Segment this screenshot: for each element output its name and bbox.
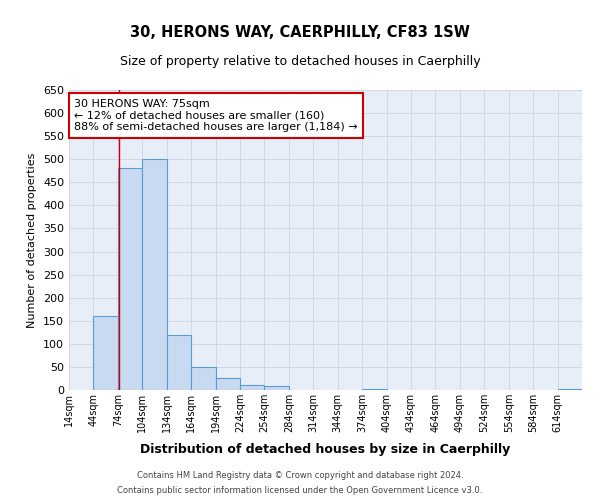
Bar <box>94 316 118 390</box>
X-axis label: Distribution of detached houses by size in Caerphilly: Distribution of detached houses by size … <box>140 444 511 456</box>
Bar <box>167 334 191 390</box>
Bar <box>215 378 240 390</box>
Bar <box>557 388 582 390</box>
Bar <box>265 386 289 390</box>
Text: Contains HM Land Registry data © Crown copyright and database right 2024.: Contains HM Land Registry data © Crown c… <box>137 471 463 480</box>
Bar <box>191 367 215 390</box>
Bar <box>142 159 167 390</box>
Text: 30 HERONS WAY: 75sqm
← 12% of detached houses are smaller (160)
88% of semi-deta: 30 HERONS WAY: 75sqm ← 12% of detached h… <box>74 99 358 132</box>
Bar <box>240 386 265 390</box>
Bar <box>362 388 386 390</box>
Text: Size of property relative to detached houses in Caerphilly: Size of property relative to detached ho… <box>119 55 481 68</box>
Y-axis label: Number of detached properties: Number of detached properties <box>28 152 37 328</box>
Text: 30, HERONS WAY, CAERPHILLY, CF83 1SW: 30, HERONS WAY, CAERPHILLY, CF83 1SW <box>130 25 470 40</box>
Bar <box>118 168 142 390</box>
Text: Contains public sector information licensed under the Open Government Licence v3: Contains public sector information licen… <box>118 486 482 495</box>
